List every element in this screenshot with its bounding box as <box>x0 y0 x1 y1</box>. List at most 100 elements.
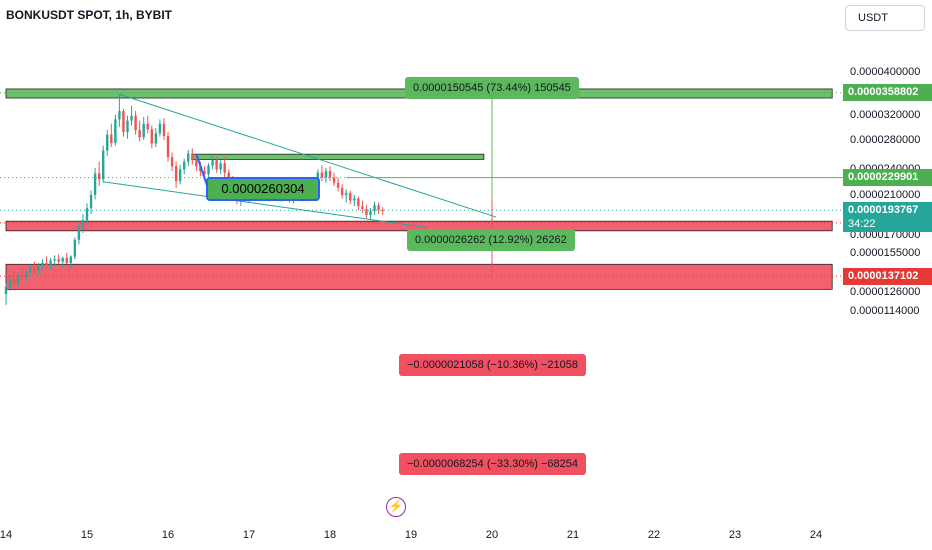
candle <box>29 268 32 273</box>
currency-selector[interactable]: USDT <box>845 5 925 31</box>
candle <box>21 275 24 278</box>
candle <box>154 133 158 144</box>
candle <box>49 260 52 266</box>
measure-label[interactable]: 0.0000026262 (12.92%) 26262 <box>407 229 575 251</box>
candle <box>203 171 206 175</box>
x-tick-label: 17 <box>242 529 256 541</box>
candle <box>138 130 141 138</box>
price-tag: 0.0000137102 <box>843 267 932 285</box>
candle <box>122 111 125 133</box>
candle <box>106 134 109 151</box>
candle <box>324 171 328 178</box>
price-tag: 0.0000358802 <box>843 84 932 102</box>
measure-label[interactable]: 0.0000150545 (73.44%) 150545 <box>405 77 579 99</box>
candle <box>41 262 44 266</box>
last-price-tag: 0.0000193767 34:22 <box>843 202 932 233</box>
candle <box>207 165 210 175</box>
x-tick-label: 21 <box>566 529 580 541</box>
x-tick-label: 19 <box>404 529 418 541</box>
support-zone <box>5 263 833 290</box>
candle <box>57 259 60 262</box>
last-price-value: 0.0000193767 <box>848 204 919 217</box>
x-tick-label: 23 <box>728 529 742 541</box>
candle <box>134 115 137 131</box>
y-tick-label: 0.0000114000 <box>850 305 920 318</box>
y-tick-label: 0.0000280000 <box>850 134 921 147</box>
candle <box>195 160 198 167</box>
candle <box>61 257 64 262</box>
y-tick-label: 0.0000210000 <box>850 188 921 201</box>
candle <box>336 182 340 188</box>
candle <box>183 161 186 170</box>
candle <box>102 150 105 180</box>
candle <box>328 171 332 178</box>
candle <box>215 160 218 170</box>
y-tick-label: 0.0000155000 <box>850 246 921 259</box>
y-tick-label: 0.0000126000 <box>850 286 921 299</box>
candle <box>25 272 28 278</box>
candle <box>110 134 113 143</box>
candle <box>369 211 372 216</box>
candle <box>114 119 117 143</box>
candle <box>158 123 162 134</box>
lightning-bolt-icon[interactable]: ⚡ <box>386 497 406 517</box>
candle <box>381 210 384 212</box>
candle <box>118 111 121 120</box>
candle <box>53 259 56 261</box>
candle <box>377 205 380 211</box>
candle <box>223 163 226 173</box>
candle <box>81 220 85 227</box>
candle <box>170 157 174 167</box>
candle <box>373 205 376 212</box>
candle <box>37 265 40 271</box>
candle <box>8 279 12 287</box>
candle <box>345 193 348 195</box>
candle <box>211 160 214 166</box>
candle <box>166 136 170 158</box>
price-callout[interactable]: 0.0000260304 <box>206 177 320 201</box>
candle <box>85 208 89 221</box>
candle <box>93 173 97 195</box>
candle <box>65 257 68 263</box>
candle <box>340 187 344 195</box>
candle <box>146 123 149 130</box>
candle <box>357 198 360 207</box>
x-tick-label: 20 <box>485 529 499 541</box>
candle <box>45 262 48 266</box>
candle <box>227 172 230 181</box>
candle <box>219 163 222 170</box>
candle <box>353 198 356 201</box>
candle <box>12 279 16 284</box>
y-tick-label: 0.0000320000 <box>850 108 921 121</box>
candle <box>69 256 72 263</box>
candle <box>97 173 101 180</box>
trendline <box>103 181 428 229</box>
candle <box>320 172 324 178</box>
candle-countdown: 34:22 <box>848 218 876 231</box>
candle <box>162 123 166 137</box>
measure-label[interactable]: −0.0000021058 (−10.36%) −21058 <box>399 354 586 376</box>
candle <box>178 169 182 181</box>
candle <box>16 275 20 284</box>
candle <box>332 177 336 183</box>
candle <box>150 129 153 144</box>
candle <box>73 239 77 257</box>
candle <box>365 209 368 216</box>
candle <box>77 226 81 240</box>
candle <box>130 115 133 121</box>
x-tick-label: 24 <box>809 529 823 541</box>
candle <box>89 194 93 209</box>
measure-label[interactable]: −0.0000068254 (−33.30%) −68254 <box>399 453 586 475</box>
x-tick-label: 15 <box>80 529 94 541</box>
x-tick-label: 14 <box>0 529 13 541</box>
candle <box>126 120 129 133</box>
x-tick-label: 16 <box>161 529 175 541</box>
y-tick-label: 0.0000400000 <box>850 66 921 78</box>
candle <box>191 153 194 161</box>
trendline <box>119 93 497 218</box>
candle <box>349 193 352 201</box>
candle <box>361 206 364 210</box>
x-tick-label: 22 <box>647 529 661 541</box>
candle <box>33 268 36 271</box>
